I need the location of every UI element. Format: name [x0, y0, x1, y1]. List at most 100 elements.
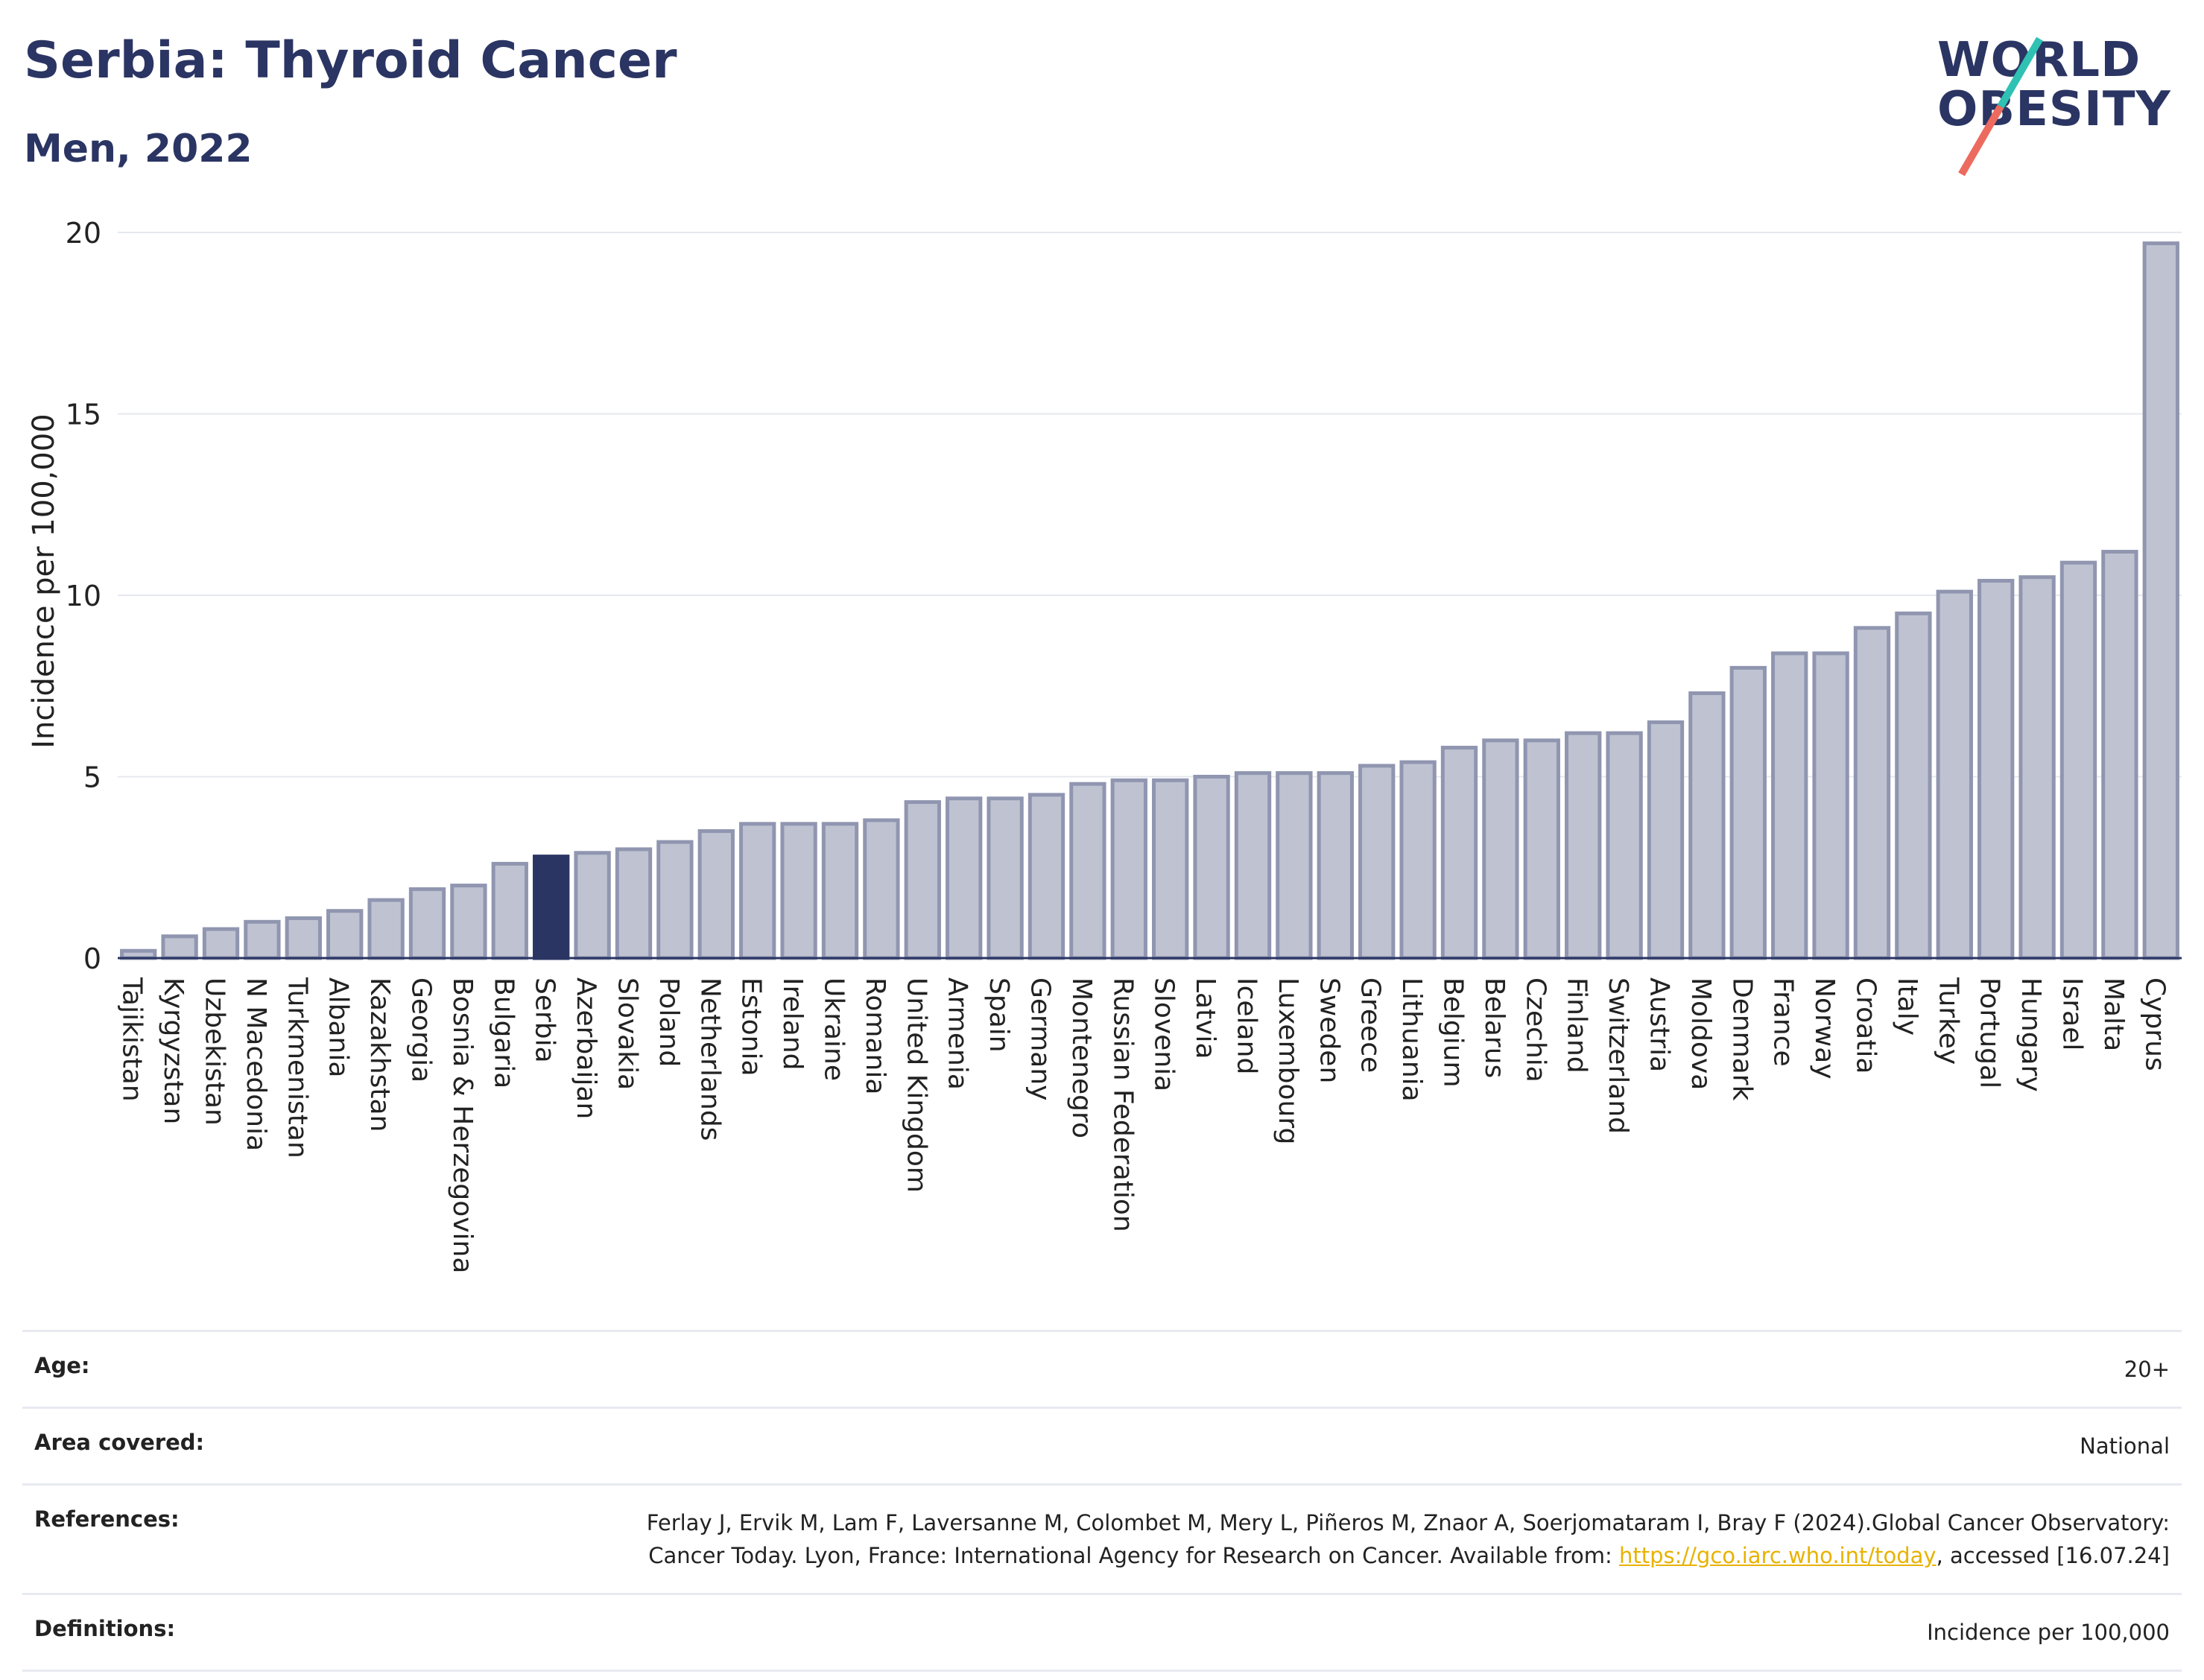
- x-tick-label: Turkmenistan: [282, 977, 312, 1158]
- bar-bosnia-herzegovina: [450, 884, 487, 960]
- bar-kazakhstan: [367, 898, 405, 960]
- x-tick-label: Montenegro: [1066, 977, 1097, 1138]
- bar-malta: [2101, 550, 2138, 960]
- bar-germany: [1027, 793, 1065, 960]
- references-text-1: Ferlay J, Ervik M, Lam F, Laversanne M, …: [646, 1510, 2170, 1568]
- x-tick-label: Ireland: [777, 977, 808, 1071]
- x-tick-label: Latvia: [1190, 977, 1220, 1059]
- x-tick-label: Finland: [1562, 977, 1592, 1074]
- y-axis-ticks: 0 5 10 15 20: [66, 217, 101, 975]
- x-tick-label: Spain: [984, 977, 1014, 1053]
- x-tick-label: Uzbekistan: [200, 977, 230, 1126]
- x-tick-label: Serbia: [530, 977, 560, 1063]
- x-tick-label: Kazakhstan: [364, 977, 395, 1132]
- x-tick-label: France: [1768, 977, 1799, 1067]
- page-title: Serbia: Thyroid Cancer: [24, 31, 677, 90]
- y-tick-label: 15: [66, 399, 101, 431]
- bar-serbia: [533, 855, 570, 960]
- x-tick-label: Bulgaria: [488, 977, 519, 1088]
- x-tick-label: Russian Federation: [1107, 977, 1138, 1232]
- bar-united-kingdom: [904, 800, 941, 960]
- x-tick-label: Croatia: [1851, 977, 1881, 1074]
- x-tick-label: Armenia: [943, 977, 973, 1090]
- bar-israel: [2059, 560, 2097, 960]
- x-tick-label: Moldova: [1685, 977, 1716, 1090]
- bar-ukraine: [821, 822, 859, 960]
- x-tick-label: Albania: [323, 977, 354, 1077]
- bar-uzbekistan: [202, 927, 240, 960]
- bar-austria: [1647, 720, 1685, 960]
- x-tick-label: Slovakia: [612, 977, 643, 1090]
- bar-netherlands: [697, 829, 735, 960]
- page-subtitle: Men, 2022: [24, 127, 253, 171]
- x-tick-label: Hungary: [2015, 977, 2046, 1092]
- bar-kyrgyzstan: [161, 934, 198, 960]
- bar-montenegro: [1069, 782, 1106, 960]
- bar-estonia: [739, 822, 776, 960]
- x-tick-label: United Kingdom: [901, 977, 931, 1193]
- x-tick-label: Azerbaijan: [571, 977, 601, 1119]
- references-link[interactable]: https://gco.iarc.who.int/today: [1618, 1543, 1937, 1568]
- bar-turkmenistan: [285, 916, 322, 960]
- bar-greece: [1358, 764, 1396, 960]
- bar-belgium: [1440, 746, 1478, 960]
- bar-norway: [1812, 651, 1849, 960]
- x-tick-label: Turkey: [1933, 977, 1963, 1065]
- bar-iceland: [1234, 771, 1272, 960]
- chart-bars: [120, 241, 2179, 960]
- x-tick-label: Lithuania: [1396, 977, 1427, 1102]
- bar-france: [1771, 651, 1808, 960]
- bar-spain: [987, 796, 1024, 960]
- x-tick-label: Austria: [1644, 977, 1675, 1072]
- x-tick-label: Tajikistan: [117, 977, 148, 1102]
- x-tick-label: Czechia: [1520, 977, 1551, 1083]
- info-table: Age: 20+ Area covered: National Referenc…: [22, 1330, 2182, 1672]
- y-tick-label: 5: [83, 761, 101, 794]
- x-tick-label: Portugal: [1975, 977, 2005, 1088]
- x-tick-label: Georgia: [406, 977, 437, 1083]
- x-tick-label: Netherlands: [694, 977, 725, 1141]
- x-tick-label: Greece: [1355, 977, 1386, 1073]
- age-value: 20+: [2124, 1357, 2170, 1382]
- bar-georgia: [408, 887, 446, 960]
- bar-slovenia: [1152, 778, 1189, 960]
- logo-line-2: OBESITY: [1937, 82, 2171, 137]
- world-obesity-logo: WORLD OBESITY: [1937, 36, 2191, 177]
- y-tick-label: 10: [66, 580, 101, 612]
- y-tick-label: 20: [66, 217, 101, 250]
- x-tick-label: Ukraine: [819, 977, 849, 1081]
- bar-sweden: [1317, 771, 1354, 960]
- bar-bulgaria: [491, 861, 528, 960]
- x-tick-label: Iceland: [1232, 977, 1262, 1074]
- x-tick-label: Estonia: [736, 977, 767, 1077]
- references-value: Ferlay J, Ervik M, Lam F, Laversanne M, …: [605, 1506, 2170, 1572]
- references-text-2: , accessed [16.07.24]: [1936, 1543, 2170, 1568]
- bar-armenia: [946, 796, 983, 960]
- bar-belarus: [1482, 738, 1519, 960]
- bar-denmark: [1729, 665, 1767, 960]
- x-tick-label: Poland: [653, 977, 684, 1067]
- x-tick-label: Germany: [1025, 977, 1056, 1100]
- x-tick-label: Luxembourg: [1273, 977, 1303, 1144]
- x-tick-label: Norway: [1809, 977, 1840, 1080]
- references-label: References:: [34, 1506, 180, 1532]
- bar-finland: [1565, 731, 1602, 960]
- info-row-area: Area covered: National: [22, 1407, 2182, 1483]
- x-tick-label: Israel: [2057, 977, 2088, 1050]
- info-row-definitions: Definitions: Incidence per 100,000: [22, 1593, 2182, 1672]
- x-tick-label: Malta: [2098, 977, 2129, 1051]
- bar-switzerland: [1606, 731, 1643, 960]
- x-tick-label: Kyrgyzstan: [158, 977, 189, 1124]
- bar-portugal: [1977, 579, 2015, 960]
- x-tick-label: Sweden: [1314, 977, 1344, 1083]
- area-label: Area covered:: [34, 1430, 205, 1455]
- x-tick-label: Bosnia & Herzegovina: [447, 977, 478, 1273]
- bar-n-macedonia: [244, 919, 281, 960]
- info-row-references: References: Ferlay J, Ervik M, Lam F, La…: [22, 1483, 2182, 1593]
- x-tick-label: Cyprus: [2139, 977, 2170, 1071]
- bar-chart: 0 5 10 15 20 Tajikistan Kyrgyzstan Uzbekistan N…: [27, 217, 2182, 1273]
- bar-lithuania: [1399, 760, 1437, 960]
- definitions-label: Definitions:: [34, 1616, 176, 1641]
- y-tick-label: 0: [83, 942, 101, 975]
- age-label: Age:: [34, 1353, 90, 1378]
